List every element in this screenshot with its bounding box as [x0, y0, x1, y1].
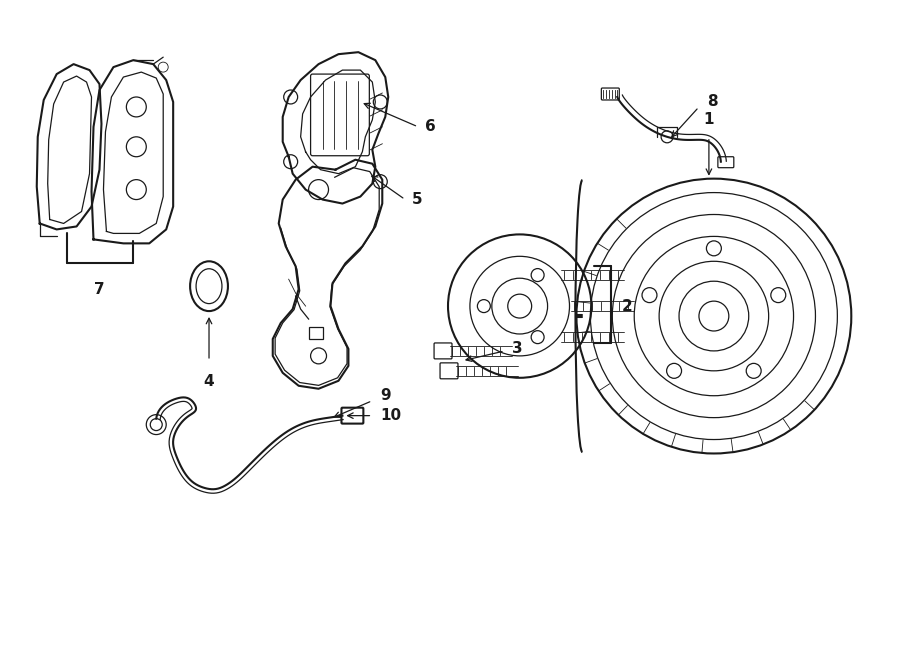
Text: 7: 7 — [94, 282, 104, 297]
Text: 3: 3 — [512, 342, 522, 356]
Bar — [309, 327, 322, 339]
Text: 4: 4 — [203, 374, 214, 389]
Text: 6: 6 — [425, 120, 436, 134]
Text: 5: 5 — [412, 192, 423, 207]
Text: 2: 2 — [621, 299, 632, 313]
Text: 10: 10 — [381, 408, 401, 423]
Text: 8: 8 — [706, 95, 717, 110]
Text: 9: 9 — [381, 388, 391, 403]
Text: 1: 1 — [704, 112, 715, 127]
